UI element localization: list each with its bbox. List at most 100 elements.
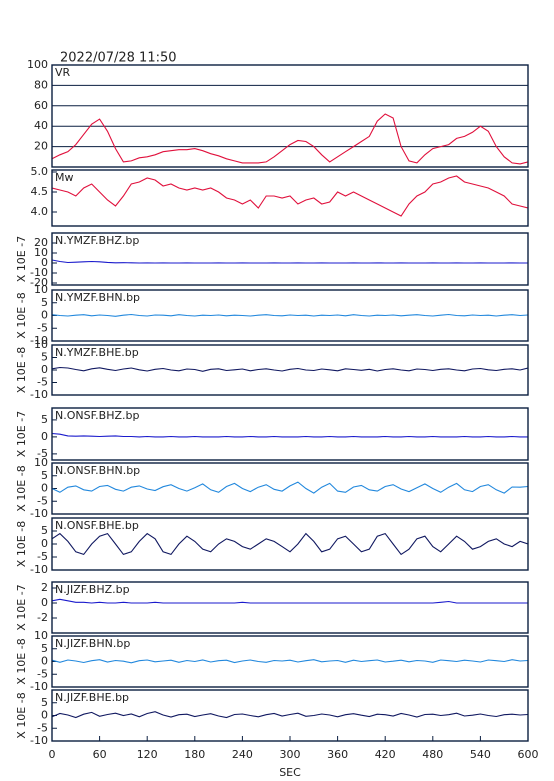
y-tick-label: 20 xyxy=(34,236,48,249)
series-name: Mw xyxy=(55,171,74,184)
y-tick-label: 10 xyxy=(34,283,48,296)
y-tick-label: -5 xyxy=(37,376,48,389)
x-tick-label: 480 xyxy=(422,748,443,761)
y-tick-label: 100 xyxy=(27,58,48,71)
y-tick-label: 40 xyxy=(34,119,48,132)
panel-frame xyxy=(51,289,529,342)
series-line xyxy=(52,113,528,165)
y-axis-label: X 10E -8 xyxy=(15,465,28,511)
y-tick-label: 5 xyxy=(41,296,48,309)
series-line xyxy=(52,259,528,264)
panel-frame xyxy=(51,169,529,227)
series-name: N.JIZF.BHZ.bp xyxy=(55,583,130,596)
series-line xyxy=(52,432,528,438)
series-line xyxy=(52,711,528,719)
y-tick-label: 0 xyxy=(41,655,48,668)
y-tick-label: 0 xyxy=(41,309,48,322)
x-tick-label: 180 xyxy=(184,748,205,761)
x-tick-label: 360 xyxy=(327,748,348,761)
y-tick-label: -5 xyxy=(37,321,48,334)
series-name: N.ONSF.BHN.bp xyxy=(55,464,140,477)
panel-frame xyxy=(51,407,529,461)
x-axis-label: SEC xyxy=(279,766,301,779)
y-tick-label: 0 xyxy=(41,256,48,269)
y-tick-label: 5 xyxy=(41,469,48,482)
y-tick-label: -5 xyxy=(37,550,48,563)
x-tick-label: 120 xyxy=(137,748,158,761)
y-tick-label: 2 xyxy=(41,581,48,594)
y-tick-label: -10 xyxy=(30,563,48,576)
series-name: N.JIZF.BHN.bp xyxy=(55,637,130,650)
y-axis-label: X 10E -7 xyxy=(15,411,28,457)
y-tick-label: -10 xyxy=(30,507,48,520)
y-tick-label: 0 xyxy=(41,709,48,722)
series-line xyxy=(52,366,528,372)
series-name: N.YMZF.BHZ.bp xyxy=(55,234,139,247)
y-tick-label: 5 xyxy=(41,413,48,426)
y-axis-label: X 10E -8 xyxy=(15,292,28,338)
x-tick-label: 60 xyxy=(93,748,107,761)
x-tick-label: 0 xyxy=(49,748,56,761)
y-axis-label: X 10E -7 xyxy=(15,236,28,282)
y-tick-label: -10 xyxy=(30,388,48,401)
x-tick-label: 240 xyxy=(232,748,253,761)
panel-frame xyxy=(51,635,529,688)
panel-frame xyxy=(51,344,529,396)
y-axis-label: X 10E -7 xyxy=(15,584,28,630)
y-tick-label: 10 xyxy=(34,338,48,351)
y-axis-label: X 10E -8 xyxy=(15,521,28,567)
y-tick-label: -5 xyxy=(37,447,48,460)
series-name: N.YMZF.BHN.bp xyxy=(55,291,140,304)
y-axis-label: X 10E -8 xyxy=(15,692,28,738)
series-name: N.YMZF.BHE.bp xyxy=(55,346,139,359)
y-tick-label: 0 xyxy=(41,596,48,609)
series-line xyxy=(52,659,528,664)
y-tick-label: -20 xyxy=(30,276,48,289)
y-tick-label: -10 xyxy=(30,334,48,347)
x-tick-label: 600 xyxy=(518,748,539,761)
x-tick-label: 420 xyxy=(375,748,396,761)
y-tick-label: 5 xyxy=(41,642,48,655)
series-name: N.ONSF.BHE.bp xyxy=(55,519,139,532)
y-tick-label: 80 xyxy=(34,78,48,91)
y-tick-label: -5 xyxy=(37,667,48,680)
y-tick-label: 4.0 xyxy=(31,205,49,218)
y-tick-label: 10 xyxy=(34,456,48,469)
y-tick-label: 10 xyxy=(34,246,48,259)
y-axis-label: X 10E -8 xyxy=(15,347,28,393)
y-tick-label: 5 xyxy=(41,351,48,364)
y-tick-label: 0 xyxy=(41,363,48,376)
panel-frame xyxy=(51,462,529,515)
panel-frame xyxy=(51,581,529,634)
series-line xyxy=(52,175,528,217)
y-tick-label: -10 xyxy=(30,266,48,279)
y-axis-label: X 10E -8 xyxy=(15,638,28,684)
y-tick-label: -10 xyxy=(30,680,48,693)
series-name: VR xyxy=(55,66,71,79)
y-tick-label: 10 xyxy=(34,629,48,642)
x-tick-label: 300 xyxy=(280,748,301,761)
series-name: N.JIZF.BHE.bp xyxy=(55,691,129,704)
series-line xyxy=(52,313,528,317)
y-tick-label: -5 xyxy=(37,494,48,507)
y-tick-label: 60 xyxy=(34,99,48,112)
y-tick-label: 5 xyxy=(41,696,48,709)
y-tick-label: -5 xyxy=(37,721,48,734)
y-tick-label: 4.5 xyxy=(31,185,49,198)
y-tick-label: -2 xyxy=(37,611,48,624)
panel-frame xyxy=(51,232,529,286)
y-tick-label: 0 xyxy=(41,537,48,550)
series-line xyxy=(52,532,528,556)
y-tick-label: 0 xyxy=(41,430,48,443)
y-tick-label: 20 xyxy=(34,140,48,153)
y-tick-label: 5.0 xyxy=(31,165,49,178)
panel-frame xyxy=(51,517,529,571)
series-line xyxy=(52,598,528,604)
y-tick-label: 0 xyxy=(41,482,48,495)
y-tick-label: -10 xyxy=(30,734,48,747)
chart-title: 2022/07/28 11:50 xyxy=(60,51,177,66)
panel-frame xyxy=(51,64,529,168)
series-name: N.ONSF.BHZ.bp xyxy=(55,409,139,422)
